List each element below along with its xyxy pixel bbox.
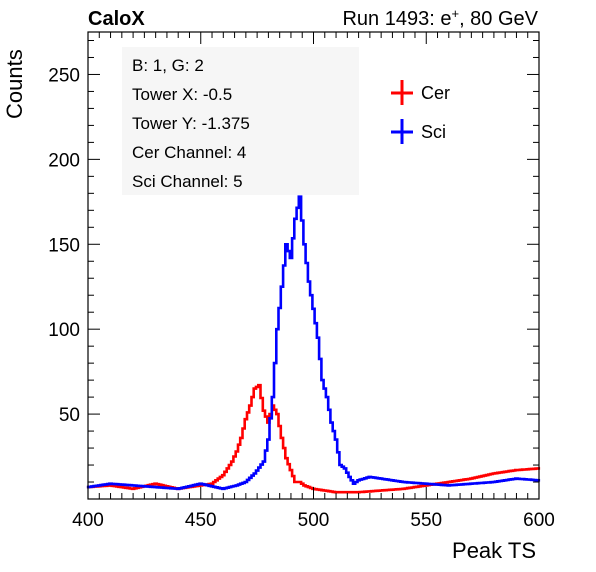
run-label-prefix: Run 1493: e xyxy=(342,8,451,30)
series-line-cer xyxy=(86,383,541,494)
y-tick-label: 150 xyxy=(48,235,80,256)
experiment-label: CaloX xyxy=(88,8,145,30)
info-line-1: B: 1, G: 2 xyxy=(132,56,204,75)
x-axis: 400 450 500 550 600 xyxy=(72,32,555,531)
x-tick-label: 400 xyxy=(72,510,104,531)
x-tick-label: 550 xyxy=(410,510,442,531)
legend-cer-marker xyxy=(391,80,413,105)
legend: Cer Sci xyxy=(391,80,450,144)
y-axis: 50 100 150 200 250 xyxy=(48,39,539,500)
y-tick-label: 50 xyxy=(59,405,80,426)
series-layer xyxy=(86,195,541,494)
y-tick-label: 250 xyxy=(48,65,80,86)
info-line-5: Sci Channel: 5 xyxy=(132,172,243,191)
legend-cer-label: Cer xyxy=(421,83,450,103)
legend-sci-marker xyxy=(391,119,413,144)
x-tick-label: 600 xyxy=(523,510,555,531)
run-label-sup: + xyxy=(451,6,459,21)
run-label: Run 1493: e+, 80 GeV xyxy=(342,6,538,30)
info-line-3: Tower Y: -1.375 xyxy=(132,114,250,133)
y-tick-label: 200 xyxy=(48,150,80,171)
x-axis-title: Peak TS xyxy=(452,538,536,563)
info-line-2: Tower X: -0.5 xyxy=(132,85,232,104)
info-box xyxy=(122,47,359,195)
legend-sci-label: Sci xyxy=(421,122,446,142)
x-tick-label: 450 xyxy=(185,510,217,531)
y-axis-title: Counts xyxy=(2,49,27,119)
x-tick-label: 500 xyxy=(298,510,330,531)
run-label-suffix: , 80 GeV xyxy=(459,8,539,30)
info-line-4: Cer Channel: 4 xyxy=(132,143,246,162)
series-line-sci xyxy=(86,195,541,491)
y-tick-label: 100 xyxy=(48,320,80,341)
